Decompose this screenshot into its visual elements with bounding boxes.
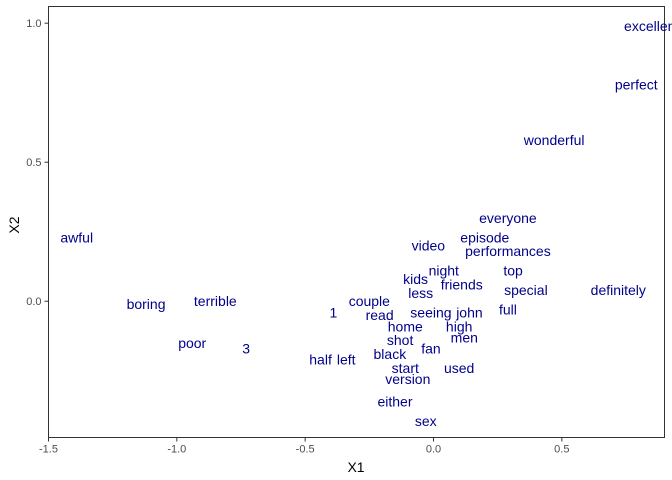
y-axis-title: X2 [6,216,22,233]
word-label: full [499,302,517,318]
word-label: friends [441,277,483,293]
word-label: version [385,371,430,387]
word-label: sex [415,413,437,429]
word-label: excellent [624,18,672,34]
word-label: half [309,352,332,368]
word-label: either [377,393,412,409]
word-label: top [503,263,523,279]
x-tick-label: -0.5 [296,444,315,456]
word-label: 3 [242,341,250,357]
y-tick-label: 0.0 [26,296,41,308]
word-label: less [408,285,433,301]
x-tick-label: 0.0 [426,444,441,456]
word-label: poor [178,335,206,351]
word-label: men [451,329,478,345]
x-tick-label: -1.5 [39,444,58,456]
word-label: night [429,263,459,279]
word-label: perfect [615,76,658,92]
panel-border [48,6,665,438]
word-label: episode [460,229,509,245]
plot-area [48,6,665,438]
word-label: john [455,304,482,320]
word-label: shot [387,332,414,348]
word-label: couple [349,293,390,309]
word-label: awful [60,229,93,245]
word-label: start [392,360,419,376]
word-label: fan [421,341,440,357]
word-label: used [444,360,474,376]
word-label: kids [403,271,428,287]
word-label: video [412,238,446,254]
word-label: special [504,282,548,298]
word-label: everyone [479,210,537,226]
word-label: home [388,318,423,334]
x-tick-label: -1.0 [167,444,186,456]
word-label: read [366,307,394,323]
word-label: 1 [330,304,338,320]
word-label: boring [127,296,166,312]
word-label: terrible [194,293,237,309]
word-label: left [337,352,356,368]
x-tick-label: 0.5 [554,444,569,456]
x-axis: -1.5 -1.0 -0.5 0.0 0.5 [39,437,569,456]
y-tick-label: 1.0 [26,18,41,30]
word-label: definitely [591,282,646,298]
word-label: seeing [410,304,451,320]
word-label: high [446,318,472,334]
word-label: wonderful [523,132,585,148]
word-label: performances [465,243,551,259]
x-axis-title: X1 [347,459,364,475]
y-tick-label: 0.5 [26,157,41,169]
word-label: black [374,346,408,362]
word-labels: excellent perfect wonderful everyone awful vi… [60,18,672,429]
y-axis: 0.0 0.5 1.0 [26,18,49,308]
